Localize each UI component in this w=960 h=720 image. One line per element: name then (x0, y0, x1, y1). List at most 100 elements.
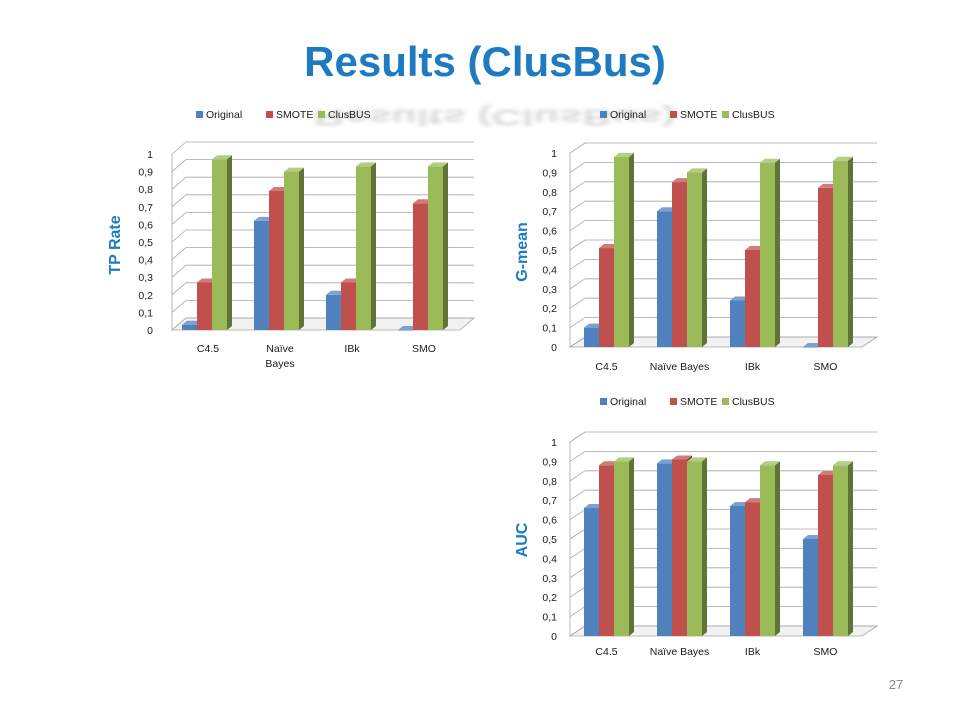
bar-clusbus-3 (428, 162, 448, 330)
bar-side (702, 457, 707, 636)
x-category-label: SMO (412, 343, 436, 355)
gridline-depth (569, 259, 586, 270)
y-tick-label: 0,5 (138, 237, 153, 249)
gridline-depth (569, 220, 586, 231)
legend-label: Original (610, 109, 646, 121)
x-category-label: Naïve Bayes (650, 646, 710, 658)
bar-front (687, 172, 702, 347)
bar-side (227, 155, 232, 330)
y-tick-label: 0,9 (542, 167, 557, 179)
bar-front (428, 166, 443, 330)
y-tick-label: 0,5 (542, 245, 557, 257)
bar-front (833, 160, 848, 347)
y-tick-label: 0,2 (542, 303, 557, 315)
slide-title: Results (ClusBus) (304, 38, 666, 85)
gridline-depth (569, 606, 586, 617)
legend-label: ClusBUS (328, 109, 371, 121)
bar-top (212, 155, 232, 160)
bar-front (760, 465, 775, 636)
bar-top (760, 461, 780, 466)
bar-top (833, 156, 853, 161)
bar-front (356, 166, 371, 330)
bar-front (269, 190, 284, 330)
y-tick-label: 0 (551, 631, 557, 643)
bar-front (745, 250, 760, 347)
bar-clusbus-1 (284, 167, 304, 330)
bar-side (629, 152, 634, 347)
bar-top (284, 167, 304, 172)
gridline-depth (171, 300, 187, 313)
bar-front (182, 324, 197, 330)
y-tick-label: 0,7 (542, 206, 557, 218)
bar-front (284, 171, 299, 330)
legend-swatch (600, 398, 607, 405)
legend-swatch (266, 111, 273, 118)
bar-side (299, 167, 304, 330)
bar-front (212, 159, 227, 330)
bar-front (413, 203, 428, 330)
gridline-depth (171, 141, 187, 155)
legend-swatch (196, 111, 203, 118)
y-tick-label: 0,2 (542, 592, 557, 604)
x-category-label: Bayes (265, 358, 294, 370)
bar-front (818, 474, 833, 636)
gridline-depth (171, 212, 187, 225)
bar-front (760, 162, 775, 347)
x-category-label: IBk (745, 361, 761, 373)
gridline-depth (569, 142, 586, 154)
bar-clusbus-0 (614, 152, 634, 347)
x-category-label: Naïve (266, 343, 294, 355)
gridline-depth (569, 200, 586, 212)
gridline-depth (171, 229, 187, 243)
y-tick-label: 0,9 (542, 456, 557, 468)
gridline-depth (171, 176, 187, 190)
legend-label: Original (610, 396, 646, 408)
legend-swatch (670, 111, 677, 118)
gridline-depth (569, 586, 586, 598)
y-tick-label: 0,8 (542, 187, 557, 199)
gridline-depth (569, 625, 586, 637)
gridline-depth (171, 247, 187, 260)
gridline-depth (569, 297, 586, 309)
y-tick-label: 0,7 (542, 495, 557, 507)
x-category-label: IBk (745, 646, 761, 658)
bar-clusbus-3 (833, 461, 853, 636)
y-tick-label: 0 (551, 342, 557, 354)
bar-top (687, 457, 707, 462)
y-axis-title: TP Rate (107, 215, 124, 274)
bar-front (833, 465, 848, 636)
x-category-label: SMO (814, 361, 838, 373)
bar-front (614, 156, 629, 347)
bar-clusbus-1 (687, 457, 707, 636)
bar-clusbus-2 (760, 461, 780, 636)
y-tick-label: 0,6 (542, 226, 557, 238)
legend-swatch (722, 111, 729, 118)
gridline-depth (171, 194, 187, 208)
bar-top (356, 162, 376, 167)
y-tick-label: 0,6 (138, 219, 153, 231)
bar-top (614, 457, 634, 462)
gridline-depth (569, 317, 586, 328)
gridline-depth (569, 567, 586, 579)
bar-side (775, 158, 780, 347)
gridline-depth (569, 548, 586, 559)
bar-side (702, 168, 707, 347)
y-tick-label: 0,1 (542, 323, 557, 335)
y-tick-label: 0,4 (138, 255, 153, 267)
bar-side (443, 162, 448, 330)
y-axis-title: AUC (514, 522, 531, 557)
y-tick-label: 0,1 (542, 612, 557, 624)
bar-front (818, 187, 833, 347)
y-tick-label: 1 (147, 149, 153, 161)
y-tick-label: 0,3 (542, 284, 557, 296)
bar-clusbus-1 (687, 168, 707, 347)
gridline-depth (171, 317, 187, 331)
y-tick-label: 0,4 (542, 553, 557, 565)
legend-label: SMOTE (276, 109, 313, 121)
bar-front (730, 506, 745, 636)
legend-label: SMOTE (680, 396, 717, 408)
y-tick-label: 0,9 (138, 167, 153, 179)
